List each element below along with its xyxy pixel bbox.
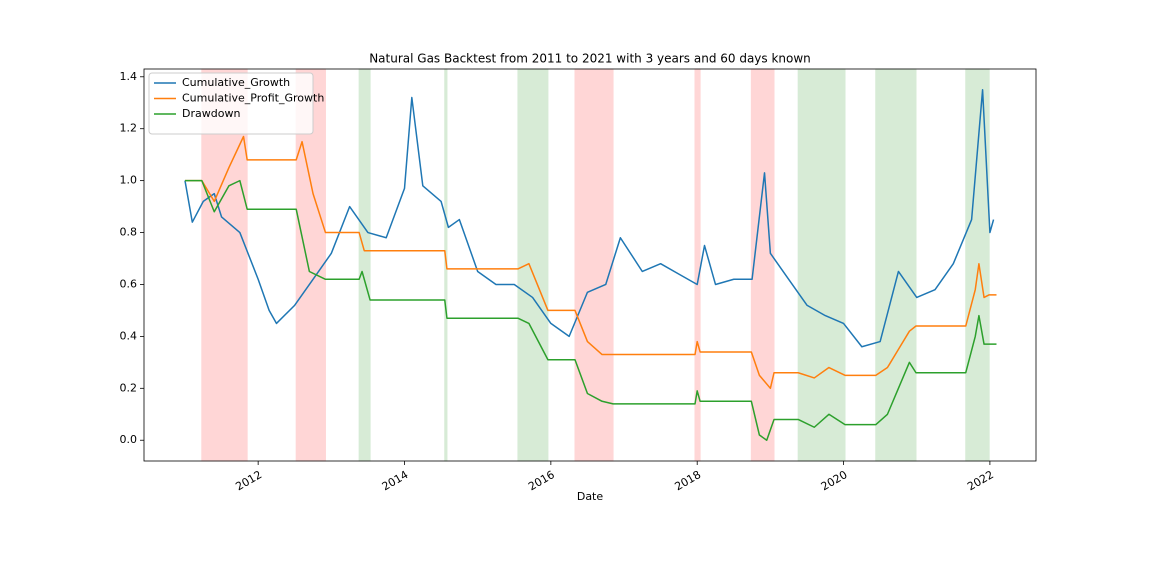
- highlight-span: [875, 68, 917, 462]
- legend-label: Cumulative_Profit_Growth: [182, 92, 324, 105]
- legend-label: Cumulative_Growth: [182, 76, 290, 89]
- y-tick-label: 0.6: [120, 277, 138, 290]
- x-axis-label: Date: [577, 490, 604, 503]
- chart-title: Natural Gas Backtest from 2011 to 2021 w…: [369, 52, 811, 66]
- plot-frame: [143, 68, 1037, 462]
- series-line: [184, 135, 997, 390]
- y-tick-label: 0.2: [120, 381, 138, 394]
- y-tick-label: 1.4: [120, 70, 138, 83]
- y-tick-label: 1.0: [120, 174, 138, 187]
- highlight-span: [750, 68, 775, 462]
- series-line: [184, 179, 997, 441]
- highlight-span: [797, 68, 846, 462]
- legend-label: Drawdown: [182, 107, 240, 120]
- y-tick-label: 0.4: [120, 329, 138, 342]
- y-tick-label: 1.2: [120, 122, 138, 135]
- legend: Cumulative_Growth Cumulative_Profit_Growt…: [148, 72, 324, 135]
- y-tick-label: 0.0: [120, 433, 138, 446]
- legend-box: [148, 72, 314, 135]
- highlight-span: [358, 68, 371, 462]
- highlight-span: [517, 68, 549, 462]
- highlight-span: [965, 68, 990, 462]
- series-line: [184, 89, 995, 348]
- y-tick-label: 0.8: [120, 226, 138, 239]
